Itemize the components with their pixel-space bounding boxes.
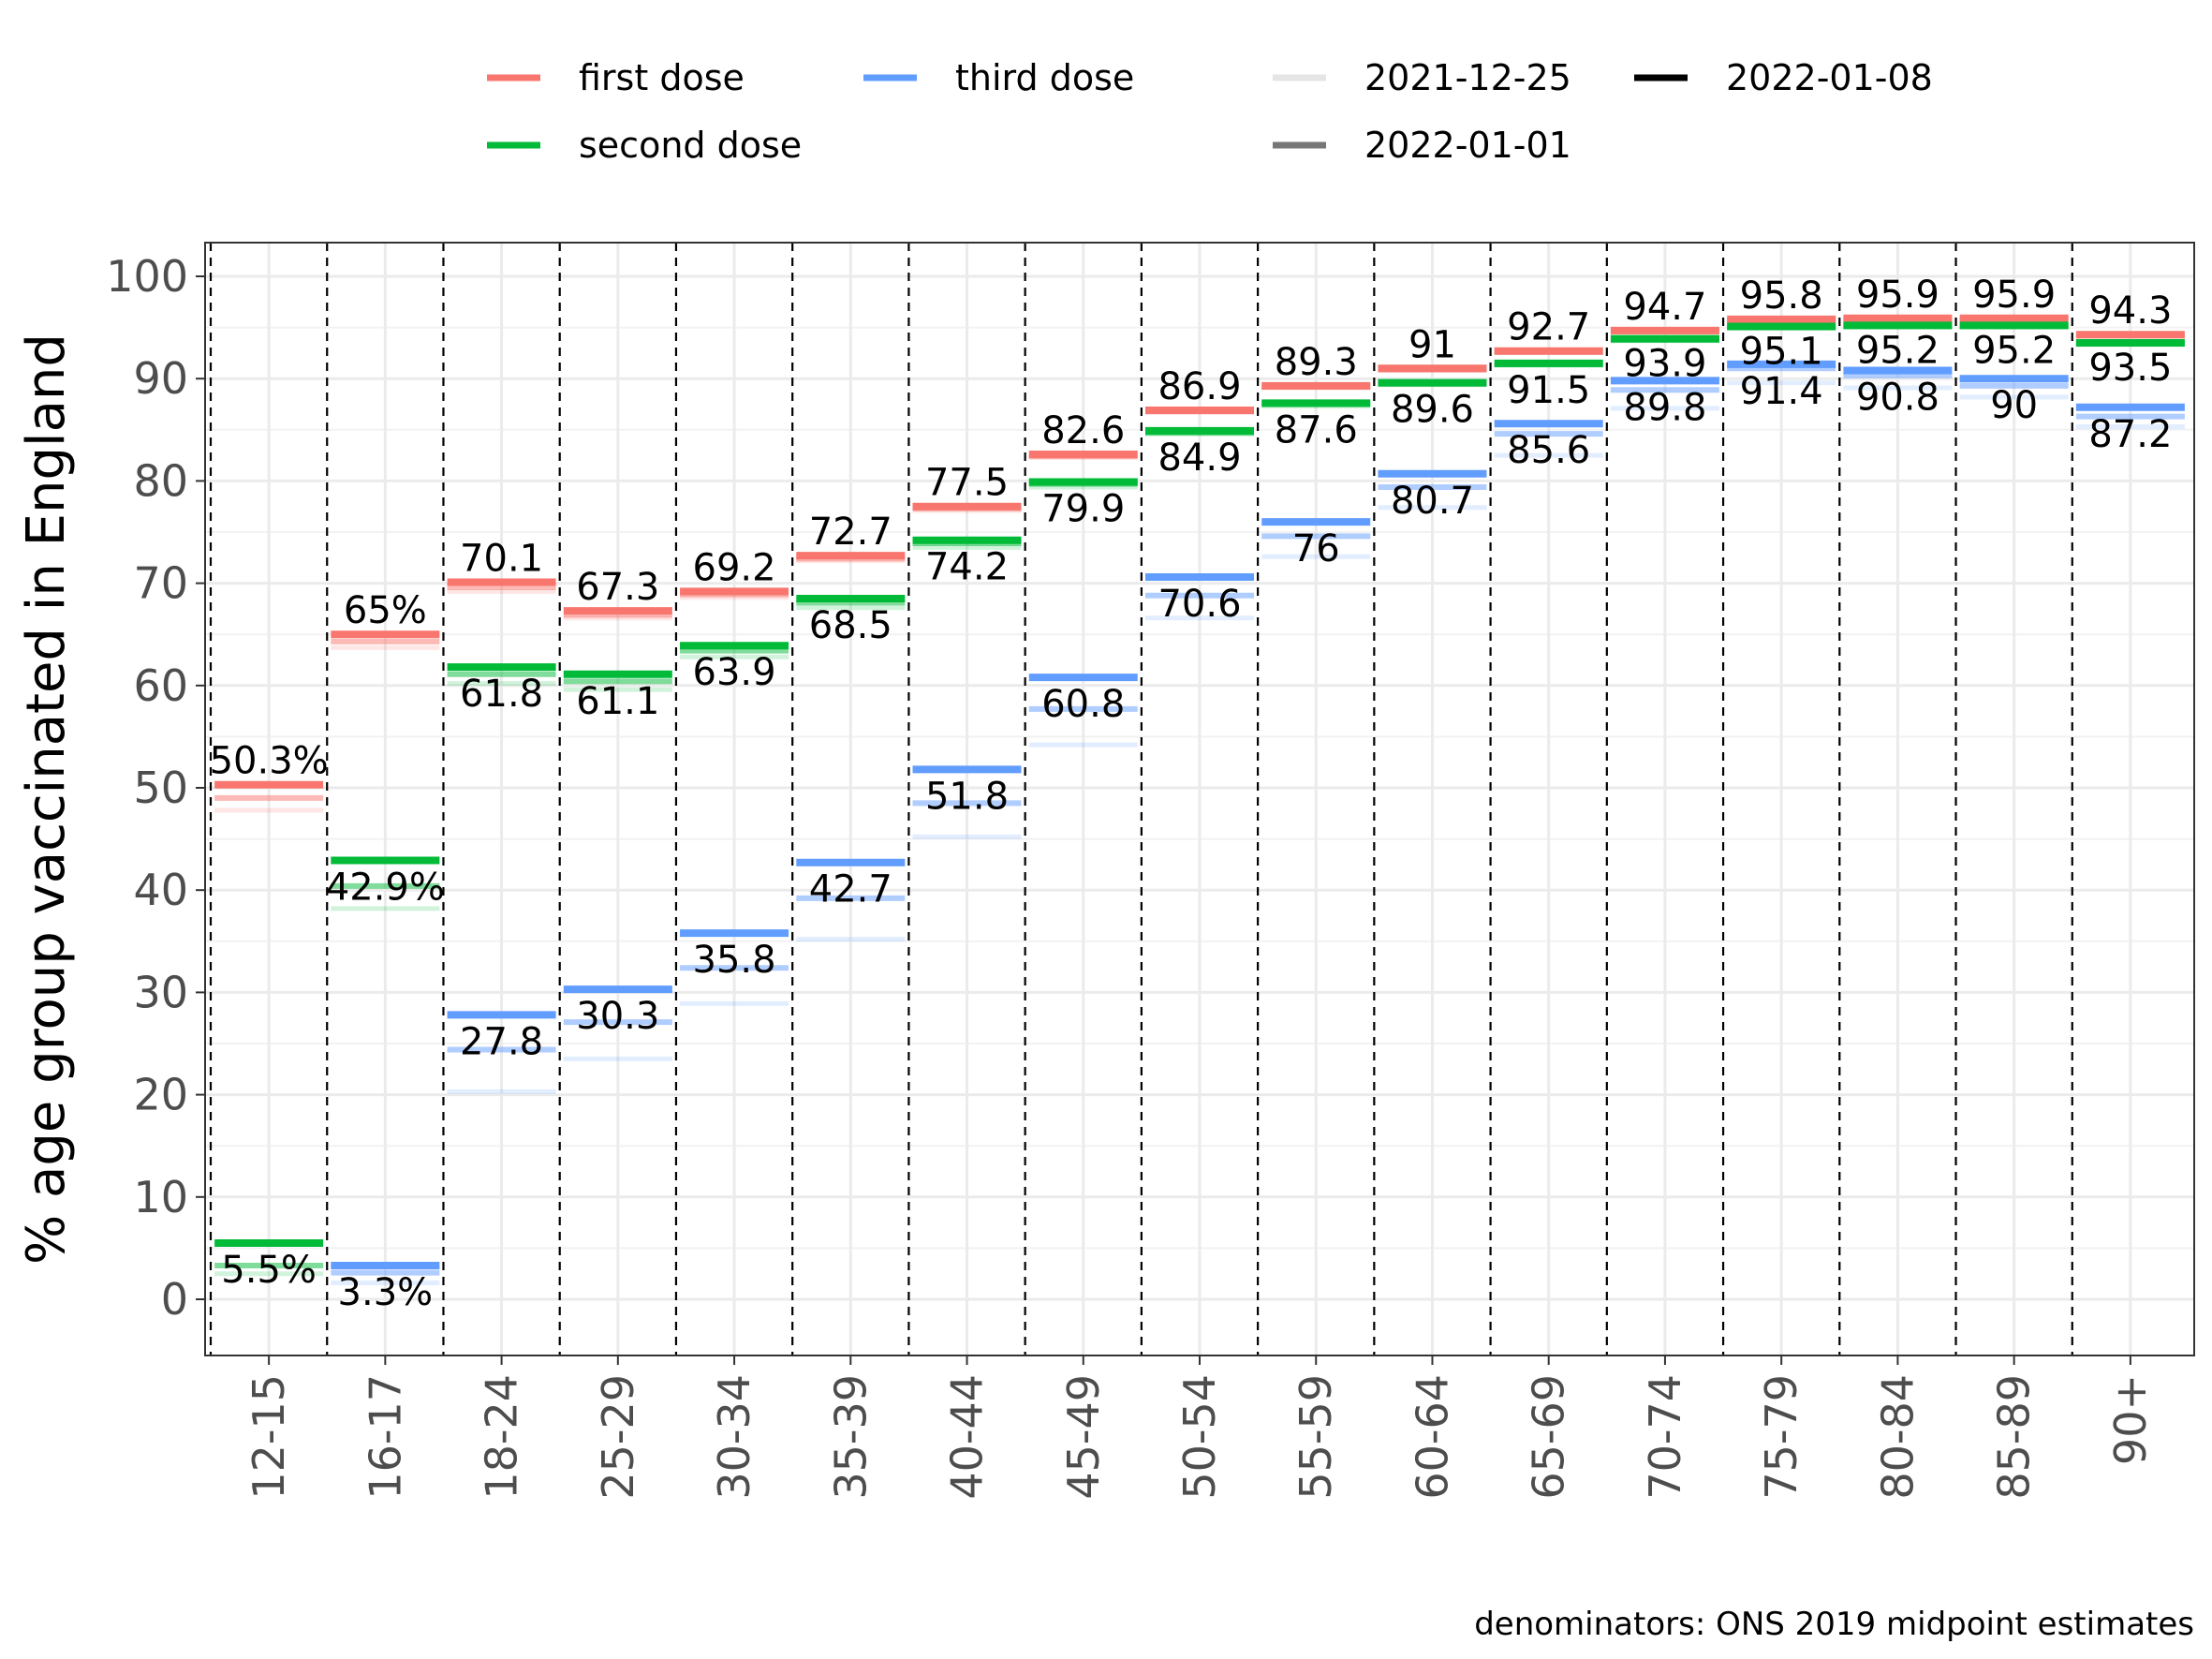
x-tick-label: 30-34	[709, 1374, 759, 1500]
y-axis-label: % age group vaccinated in England	[16, 333, 77, 1265]
x-tick-label: 80-84	[1872, 1374, 1923, 1500]
data-label: 74.2	[925, 546, 1009, 589]
data-label: 87.6	[1275, 408, 1358, 452]
y-tick-label: 10	[133, 1172, 188, 1222]
data-label: 94.7	[1623, 286, 1706, 329]
y-tick-label: 80	[133, 455, 188, 506]
legend-label: second dose	[579, 125, 802, 166]
y-axis-ticks: 0 10 20 30 40 50 60 70 80 90 100	[106, 251, 205, 1325]
legend-label: 2021-12-25	[1364, 57, 1571, 98]
x-tick-label: 35-39	[825, 1374, 876, 1500]
data-label: 65%	[344, 589, 427, 632]
x-axis-ticks: 12-15 16-17 18-24 25-29 30-34 35-39 40-44 45-49…	[243, 1355, 2156, 1500]
data-label: 70.6	[1158, 583, 1241, 626]
data-label: 77.5	[925, 462, 1009, 505]
data-label: 61.8	[460, 673, 543, 716]
x-tick-label: 90+	[2105, 1374, 2156, 1465]
x-tick-label: 12-15	[243, 1374, 294, 1500]
legend-label: third dose	[955, 57, 1134, 98]
data-label: 95.1	[1740, 331, 1823, 374]
data-label: 50.3%	[210, 740, 329, 783]
data-label: 85.6	[1507, 429, 1590, 472]
data-label: 5.5%	[221, 1249, 317, 1292]
x-tick-label: 70-74	[1640, 1374, 1690, 1500]
data-label: 89.6	[1391, 389, 1474, 432]
data-label: 68.5	[809, 604, 892, 647]
x-tick-label: 85-89	[1989, 1374, 2040, 1500]
legend-label: 2022-01-08	[1726, 57, 1933, 98]
y-tick-label: 30	[133, 967, 188, 1017]
y-tick-label: 60	[133, 660, 188, 711]
data-label: 87.2	[2088, 413, 2172, 456]
data-label: 42.9%	[326, 867, 445, 910]
data-label: 95.2	[1856, 329, 1939, 372]
data-label: 80.7	[1391, 480, 1474, 523]
grid-major	[205, 243, 2194, 1355]
x-tick-label: 16-17	[360, 1374, 410, 1500]
y-tick-label: 90	[133, 353, 188, 404]
x-tick-label: 40-44	[942, 1374, 993, 1500]
y-tick-label: 70	[133, 558, 188, 609]
data-label: 27.8	[460, 1020, 543, 1063]
x-tick-label: 75-79	[1756, 1374, 1806, 1500]
x-tick-label: 50-54	[1174, 1374, 1225, 1500]
data-label: 94.3	[2088, 289, 2172, 333]
x-tick-label: 25-29	[593, 1374, 643, 1500]
y-tick-label: 50	[133, 763, 188, 813]
x-tick-label: 45-49	[1058, 1374, 1109, 1500]
data-label: 61.1	[576, 680, 659, 723]
data-labels: 50.3% 5.5% 65% 42.9% 3.3% 70.1 61.8 27.8 67.3 61.…	[210, 274, 2173, 1314]
data-label: 91	[1408, 323, 1456, 366]
x-tick-label: 55-59	[1290, 1374, 1341, 1500]
data-label: 86.9	[1158, 365, 1241, 408]
legend-label: first dose	[579, 57, 745, 98]
data-label: 35.8	[693, 939, 776, 982]
y-tick-label: 0	[161, 1274, 188, 1325]
data-label: 79.9	[1041, 487, 1125, 530]
data-label: 63.9	[693, 651, 776, 694]
data-label: 60.8	[1041, 683, 1125, 726]
data-label: 95.8	[1740, 274, 1823, 318]
y-tick-label: 100	[106, 251, 188, 302]
legend-label: 2022-01-01	[1364, 125, 1571, 166]
data-label: 90	[1990, 384, 2038, 427]
data-label: 89.3	[1275, 341, 1358, 384]
data-label: 92.7	[1507, 306, 1590, 349]
legend: first dose second dose third dose 2021-12-2…	[487, 57, 1933, 166]
data-label: 42.7	[809, 868, 892, 911]
x-tick-label: 18-24	[477, 1374, 527, 1500]
y-tick-label: 40	[133, 865, 188, 915]
y-tick-label: 20	[133, 1070, 188, 1120]
data-label: 3.3%	[338, 1271, 434, 1314]
data-label: 76	[1292, 527, 1340, 570]
data-label: 51.8	[925, 775, 1009, 818]
data-label: 67.3	[576, 566, 659, 609]
data-label: 91.5	[1507, 369, 1590, 412]
data-label: 89.8	[1623, 386, 1706, 429]
data-label: 72.7	[809, 511, 892, 554]
data-label: 84.9	[1158, 437, 1241, 480]
data-label: 93.5	[2088, 347, 2172, 390]
category-separators	[209, 243, 2073, 1355]
data-label: 30.3	[576, 995, 659, 1038]
data-label: 95.2	[1972, 329, 2056, 372]
data-label: 91.4	[1740, 370, 1823, 413]
data-label: 82.6	[1041, 409, 1125, 452]
data-marks	[214, 314, 2185, 1286]
caption: denominators: ONS 2019 midpoint estimate…	[1474, 1606, 2194, 1643]
data-label: 95.9	[1856, 274, 1939, 317]
data-label: 93.9	[1623, 343, 1706, 386]
data-label: 95.9	[1972, 274, 2056, 317]
x-tick-label: 60-64	[1407, 1374, 1457, 1500]
data-label: 70.1	[460, 538, 543, 581]
data-label: 90.8	[1856, 376, 1939, 419]
data-label: 69.2	[693, 546, 776, 589]
x-tick-label: 65-69	[1524, 1374, 1574, 1500]
